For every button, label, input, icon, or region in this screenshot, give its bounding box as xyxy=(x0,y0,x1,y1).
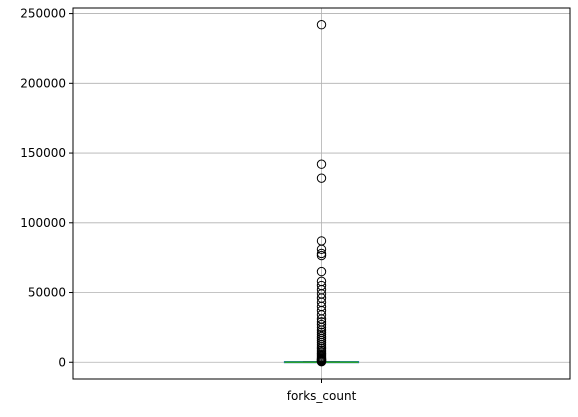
outlier-point xyxy=(316,250,327,261)
y-tick-label: 150000 xyxy=(20,146,66,160)
outlier-point xyxy=(316,159,327,169)
y-tick-label: 250000 xyxy=(20,7,66,21)
y-tick-label: 200000 xyxy=(20,76,66,90)
outlier-points xyxy=(316,20,327,367)
x-tick-label: forks_count xyxy=(287,389,357,403)
grid-lines xyxy=(73,8,570,379)
outlier-point xyxy=(316,357,327,367)
y-tick-label: 50000 xyxy=(28,286,66,300)
x-axis-ticks: forks_count xyxy=(287,379,357,403)
outlier-point xyxy=(316,266,327,277)
outlier-point xyxy=(316,310,327,320)
y-axis-ticks: 0 50000 100000 150000 200000 250000 xyxy=(20,7,73,369)
outlier-point xyxy=(316,319,327,330)
outlier-point xyxy=(316,20,327,30)
y-tick-label: 0 xyxy=(58,355,66,369)
outlier-point xyxy=(316,173,327,183)
y-tick-label: 100000 xyxy=(20,216,66,230)
outlier-point xyxy=(316,244,327,254)
outlier-point xyxy=(316,322,327,333)
